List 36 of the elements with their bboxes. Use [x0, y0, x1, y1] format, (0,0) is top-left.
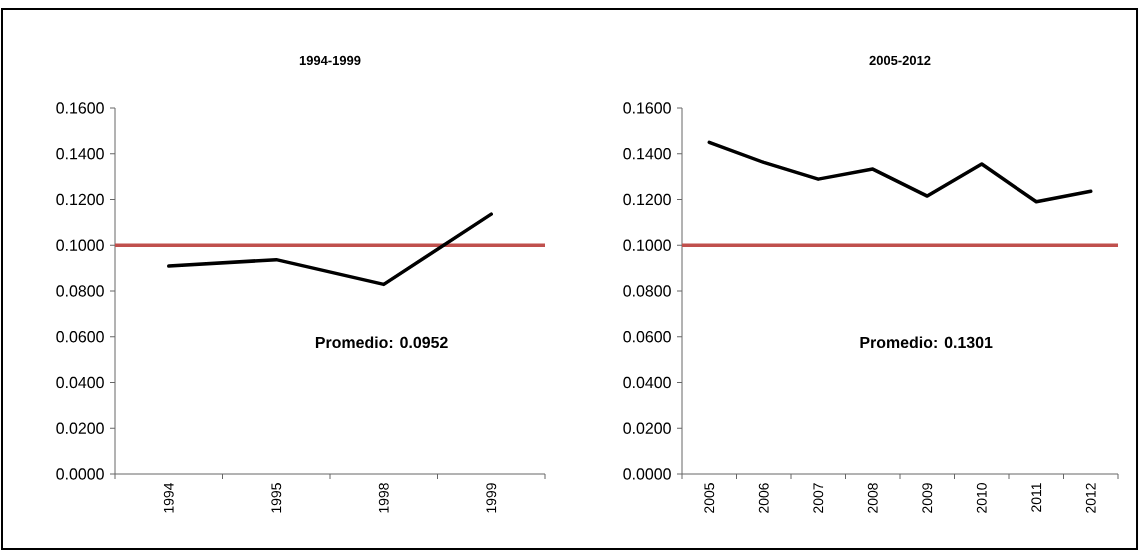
- x-tick-label: 2006: [758, 483, 769, 513]
- y-tick-label: 0.1600: [56, 102, 104, 114]
- x-tick-label: 2008: [867, 483, 878, 513]
- y-tick-label: 0.1000: [623, 239, 671, 251]
- chart-title: 2005-2012: [869, 55, 931, 65]
- y-tick-label: 0.1000: [56, 239, 104, 251]
- x-tick-label: 2012: [1085, 483, 1096, 513]
- chart-title: 1994-1999: [299, 55, 361, 65]
- y-tick-label: 0.0000: [56, 468, 104, 480]
- y-tick-label: 0.0200: [56, 422, 104, 434]
- y-tick-label: 0.0600: [623, 331, 671, 343]
- y-tick-label: 0.1200: [623, 193, 671, 206]
- annotation: Promedio: 0.1301: [860, 336, 993, 349]
- x-tick-label: 2005: [704, 483, 715, 513]
- line-series: [167, 212, 493, 287]
- y-tick-label: 0.0400: [56, 376, 104, 389]
- y-tick-label: 0.0600: [56, 331, 104, 343]
- y-tick-label: 0.1600: [623, 102, 671, 114]
- x-tick-label: 2010: [976, 483, 987, 513]
- y-tick-label: 0.0000: [623, 468, 671, 480]
- x-tick-label: 1999: [486, 483, 497, 513]
- y-tick-label: 0.1400: [623, 148, 671, 160]
- annotation: Promedio: 0.0952: [315, 336, 448, 349]
- y-tick-label: 0.1400: [56, 148, 104, 160]
- line-series: [707, 140, 1093, 204]
- x-tick-label: 1998: [378, 483, 389, 513]
- x-tick-label: 2007: [813, 483, 824, 513]
- x-tick-label: 1994: [163, 482, 174, 513]
- x-tick-label: 2011: [1031, 483, 1042, 512]
- y-tick-label: 0.1200: [56, 193, 104, 206]
- x-tick-label: 2009: [922, 483, 933, 513]
- y-tick-label: 0.0800: [623, 285, 671, 297]
- y-tick-label: 0.0400: [623, 376, 671, 389]
- y-tick-label: 0.0800: [56, 285, 104, 297]
- y-tick-label: 0.0200: [623, 422, 671, 434]
- x-tick-label: 1995: [271, 483, 282, 513]
